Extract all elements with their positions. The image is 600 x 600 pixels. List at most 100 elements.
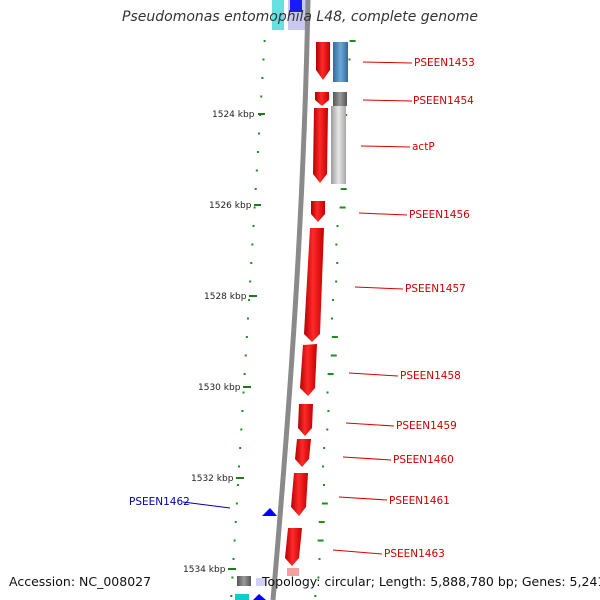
gc-dot — [348, 58, 351, 61]
cog-bar-top-cyan — [272, 0, 284, 30]
cds-arrow-pseen1459 — [298, 404, 313, 436]
gc-dot — [242, 391, 245, 394]
gc-dot — [321, 502, 328, 505]
gc-dot — [253, 206, 256, 209]
gc-dot — [317, 576, 320, 579]
gc-dot — [233, 539, 236, 542]
gene-label-pseen1459[interactable]: PSEEN1459 — [396, 420, 457, 432]
gc-dot — [238, 465, 241, 468]
gc-dot — [327, 410, 330, 412]
gc-dot — [250, 262, 253, 264]
gc-dot — [262, 58, 265, 61]
gc-dot — [345, 114, 348, 116]
cds-arrow-pseen1462 — [262, 508, 277, 516]
ruler-tick-label: 1524 kbp — [212, 110, 255, 120]
gc-dot — [246, 317, 249, 320]
gene-label-pseen1463[interactable]: PSEEN1463 — [384, 548, 445, 560]
gc-dot — [258, 132, 261, 135]
gc-dot — [256, 151, 259, 153]
gc-dot — [335, 243, 338, 246]
gc-dot — [236, 484, 239, 486]
leader-line-pseen1459 — [345, 422, 395, 427]
gene-label-pseen1454[interactable]: PSEEN1454 — [413, 95, 474, 107]
gc-dot — [317, 539, 324, 542]
gene-label-pseen1461[interactable]: PSEEN1461 — [389, 495, 450, 507]
leader-line-pseen1463 — [332, 549, 383, 555]
cds-arrow-pseen1453 — [316, 42, 330, 80]
gc-dot — [336, 262, 339, 264]
gc-dot — [260, 95, 263, 98]
gc-dot — [330, 317, 333, 320]
gc-dot — [323, 447, 326, 449]
gc-dot — [248, 299, 251, 301]
gene-label-pseen1457[interactable]: PSEEN1457 — [405, 283, 466, 295]
cds-bottom-light — [256, 578, 266, 586]
cds-small-pink — [287, 568, 299, 576]
accession-text: Accession: NC_008027 — [9, 574, 152, 589]
gc-dot — [255, 169, 258, 172]
cds-arrow-pseen1454 — [315, 92, 329, 106]
gc-dot — [339, 206, 346, 209]
gc-dot — [335, 280, 338, 283]
gene-label-pseen1458[interactable]: PSEEN1458 — [400, 370, 461, 382]
cog-bar-pseen1453 — [333, 42, 348, 82]
cds-arrow-pseen1461 — [291, 473, 308, 516]
gc-dot — [332, 299, 335, 301]
gc-dot — [327, 373, 334, 375]
cog-bar-actp — [331, 106, 346, 184]
leader-line-actp — [360, 145, 411, 148]
gc-dot — [340, 188, 347, 190]
gc-dot — [241, 410, 244, 412]
gc-dot — [349, 40, 356, 42]
gc-dot — [326, 428, 329, 431]
gc-dot — [331, 336, 338, 338]
leader-line-pseen1461 — [338, 496, 388, 501]
gc-dot — [252, 225, 255, 227]
gc-dot — [239, 447, 242, 449]
gc-dot — [243, 373, 246, 375]
cog-bar-bottom-gray — [237, 576, 251, 586]
genome-summary-text: Topology: circular; Length: 5,888,780 bp… — [262, 574, 600, 589]
gc-dot — [318, 558, 321, 560]
gc-dot — [232, 558, 235, 560]
gc-dot — [240, 428, 243, 431]
leader-line-pseen1462 — [182, 501, 231, 509]
ruler-tick-label: 1530 kbp — [198, 383, 241, 393]
gc-dot — [318, 521, 325, 523]
gc-dot — [330, 354, 337, 357]
gc-dot — [336, 225, 339, 227]
gc-dot — [314, 595, 317, 597]
gc-dot — [230, 595, 233, 597]
gc-dot — [251, 243, 254, 246]
leader-line-pseen1458 — [348, 372, 399, 377]
gc-dot — [249, 280, 252, 283]
ruler: 1524 kbp 1526 kbp 1528 kbp 1530 kbp 1532… — [183, 110, 265, 575]
gene-label-pseen1462[interactable]: PSEEN1462 — [129, 496, 190, 508]
ruler-tick-label: 1532 kbp — [191, 474, 234, 484]
cog-bar-pseen1454 — [333, 92, 347, 106]
cds-arrow-pseen1460 — [295, 439, 311, 467]
cds-top-blue — [290, 0, 302, 12]
gene-label-actp[interactable]: actP — [412, 141, 435, 153]
cds-arrow-pseen1463 — [285, 528, 302, 566]
gc-dot — [263, 40, 266, 42]
gc-dot — [322, 465, 325, 468]
leader-line-pseen1460 — [342, 456, 392, 461]
gc-dot — [245, 336, 248, 338]
gene-label-pseen1453[interactable]: PSEEN1453 — [414, 57, 475, 69]
cog-bar-bottom-cyan — [235, 594, 249, 600]
gc-dot — [234, 521, 237, 523]
cds-arrow-pseen1456 — [311, 201, 325, 222]
genome-backbone — [270, 0, 311, 600]
cds-arrow-pseen1457 — [304, 228, 324, 342]
ruler-tick-label: 1526 kbp — [209, 201, 252, 211]
gene-label-pseen1456[interactable]: PSEEN1456 — [409, 209, 470, 221]
ruler-tick-label: 1528 kbp — [204, 292, 247, 302]
genome-title: Pseudomonas entomophila L48, complete ge… — [122, 9, 478, 25]
leader-line-pseen1456 — [358, 212, 408, 216]
gc-dot — [254, 188, 257, 190]
gene-label-pseen1460[interactable]: PSEEN1460 — [393, 454, 454, 466]
leader-line-pseen1457 — [354, 286, 404, 290]
gc-dot — [322, 484, 325, 486]
